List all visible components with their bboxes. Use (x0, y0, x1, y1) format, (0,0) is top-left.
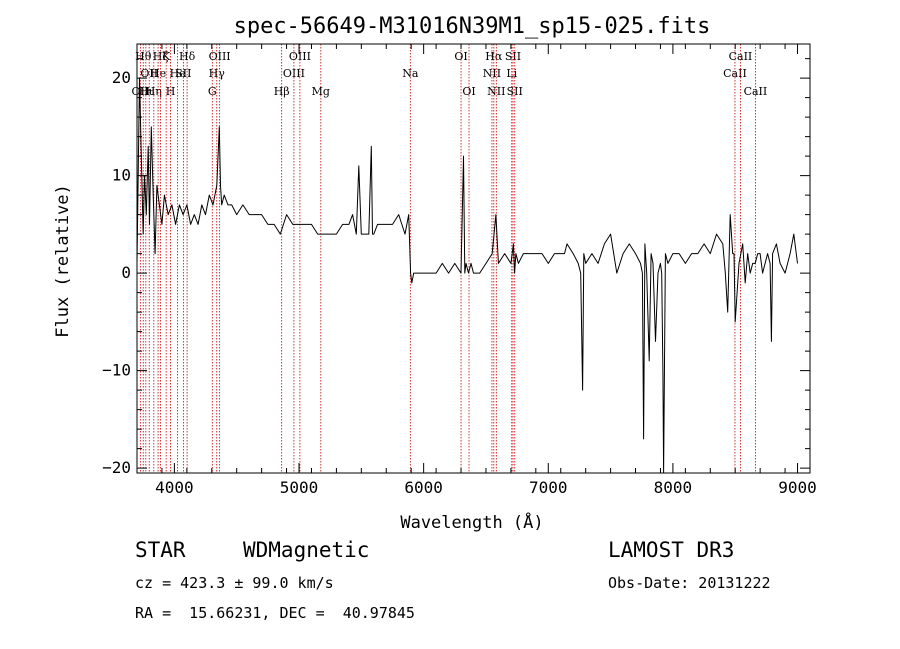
object-class: STAR (135, 538, 186, 562)
chart-title: spec-56649-M31016N39M1_sp15-025.fits (234, 14, 711, 39)
line-marker-label-27: SII (507, 85, 523, 98)
line-marker-label-1: Hθ (135, 50, 152, 63)
line-marker-label-23: Hα (485, 50, 503, 63)
spectrum-series (136, 77, 798, 474)
line-marker-label-9: He (170, 67, 186, 80)
line-marker-label-19: Na (402, 67, 419, 80)
line-marker-label-30: CaII (744, 85, 768, 98)
x-tick-label-1: 5000 (280, 478, 319, 497)
y-tick-label-4: 20 (112, 68, 131, 87)
line-marker-label-17: OIII (289, 50, 311, 63)
spectrum-line-0 (136, 77, 798, 474)
line-marker-label-12: G (208, 85, 217, 98)
line-marker-label-7: K (162, 50, 171, 63)
y-tick-label-3: 10 (112, 166, 131, 185)
x-tick-label-5: 9000 (778, 478, 817, 497)
y-tick-label-2: 0 (121, 263, 131, 282)
line-marker-label-5: He (150, 67, 166, 80)
axis-ticks: 4000 5000 6000 7000 8000 9000 −20 −10 0 10 20 (102, 44, 817, 497)
line-marker-label-3: OII (140, 67, 158, 80)
spectrum-chart: spec-56649-M31016N39M1_sp15-025.fits OII… (53, 14, 817, 533)
x-tick-label-0: 4000 (155, 478, 194, 497)
line-marker-label-24: NII (487, 85, 505, 98)
x-tick-label-4: 8000 (654, 478, 693, 497)
line-marker-label-26: SII (505, 50, 521, 63)
y-tick-label-1: −10 (102, 361, 131, 380)
line-marker-label-0: OII (132, 85, 150, 98)
line-marker-label-25: Li (506, 67, 517, 80)
line-marker-label-18: Mg (312, 85, 330, 98)
line-markers: OIIHθHιOIIHηHeHζKHHeSIIHδGHγOIIIHβOIIIOI… (132, 44, 768, 473)
x-tick-label-3: 7000 (529, 478, 568, 497)
line-marker-label-15: Hβ (274, 85, 290, 98)
plot-frame (136, 43, 811, 474)
y-tick-label-0: −20 (102, 458, 131, 477)
line-marker-label-8: H (166, 85, 176, 98)
coordinates-text: RA = 15.66231, DEC = 40.97845 (135, 604, 415, 622)
line-marker-label-29: CaII (729, 50, 753, 63)
obs-date-text: Obs-Date: 20131222 (608, 574, 771, 592)
object-subclass: WDMagnetic (243, 538, 370, 562)
line-marker-label-20: OI (454, 50, 467, 63)
survey-name: LAMOST DR3 (608, 538, 735, 562)
x-tick-label-2: 6000 (404, 478, 443, 497)
line-marker-label-6: Hζ (153, 50, 169, 63)
line-marker-label-2: Hι (139, 85, 153, 98)
line-marker-label-14: OIII (209, 50, 231, 63)
line-marker-label-11: Hδ (179, 50, 196, 63)
x-axis-label: Wavelength (Å) (400, 511, 543, 533)
line-marker-label-10: SII (175, 67, 191, 80)
line-marker-label-22: NII (483, 67, 501, 80)
redshift-text: cz = 423.3 ± 99.0 km/s (135, 574, 334, 592)
line-marker-label-16: OIII (283, 67, 305, 80)
line-marker-label-21: OI (462, 85, 475, 98)
line-marker-label-13: Hγ (209, 67, 226, 80)
line-marker-label-28: CaII (723, 67, 747, 80)
line-marker-label-4: Hη (146, 85, 162, 98)
y-axis-label: Flux (relative) (53, 184, 73, 338)
